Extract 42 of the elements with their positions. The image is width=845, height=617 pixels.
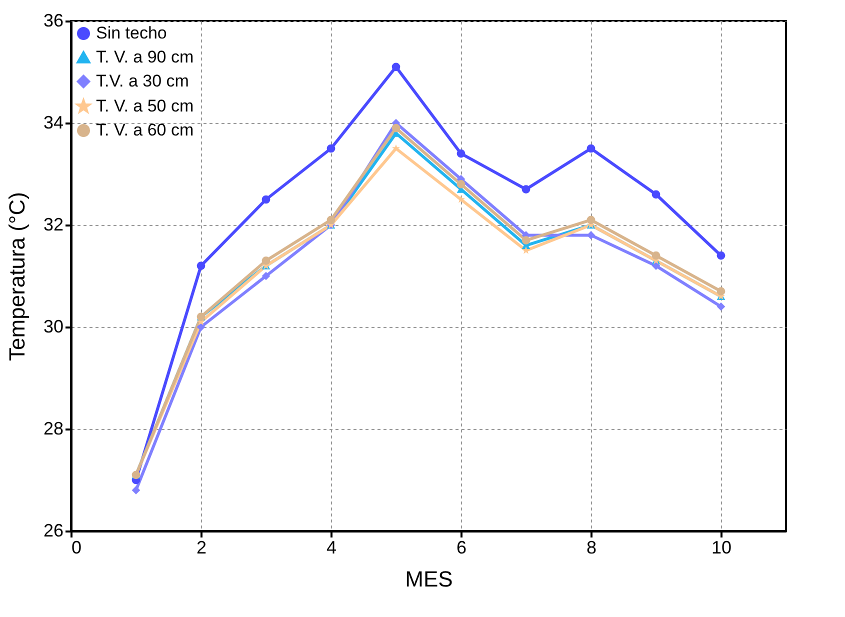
point: [716, 251, 726, 260]
legend-label: T. V. a 60 cm: [96, 120, 194, 140]
point: [716, 287, 726, 296]
point: [456, 149, 466, 158]
legend-label: T.V. a 30 cm: [96, 72, 189, 90]
x-tick-label: 0: [72, 538, 82, 558]
point: [262, 256, 270, 265]
point: [457, 195, 465, 203]
point: [262, 195, 270, 204]
x-tick-label: 10: [711, 538, 732, 558]
point: [522, 185, 530, 194]
point: [196, 322, 206, 332]
point: [132, 486, 140, 494]
y-tick-label: 26: [43, 520, 64, 540]
y-axis-title: Temperatura (°C): [4, 192, 30, 361]
legend-label: Sin techo: [96, 24, 167, 42]
y-tick-label: 36: [43, 10, 64, 30]
x-axis-title: MES: [405, 566, 453, 592]
point: [392, 62, 400, 72]
point: [326, 216, 336, 224]
point: [716, 302, 726, 311]
x-tick-label: 2: [196, 538, 207, 558]
x-tick-label: 4: [326, 538, 337, 558]
point: [586, 144, 596, 153]
y-tick-label: 28: [43, 418, 64, 438]
point: [326, 144, 336, 153]
x-tick-label: 6: [456, 538, 467, 558]
y-tick-label: 34: [43, 112, 64, 132]
point: [586, 216, 596, 224]
point: [456, 180, 466, 188]
point: [522, 236, 530, 244]
y-tick-label: 30: [43, 316, 64, 336]
x-tick-label: 8: [586, 538, 597, 558]
legend-label: T. V. a 50 cm: [96, 96, 194, 116]
y-tick-label: 32: [43, 214, 64, 234]
point: [392, 144, 400, 152]
point: [652, 190, 660, 199]
point: [196, 262, 206, 270]
point: [262, 272, 270, 280]
legend-label: T. V. a 90 cm: [96, 48, 194, 66]
point: [392, 124, 400, 132]
point: [652, 251, 660, 260]
